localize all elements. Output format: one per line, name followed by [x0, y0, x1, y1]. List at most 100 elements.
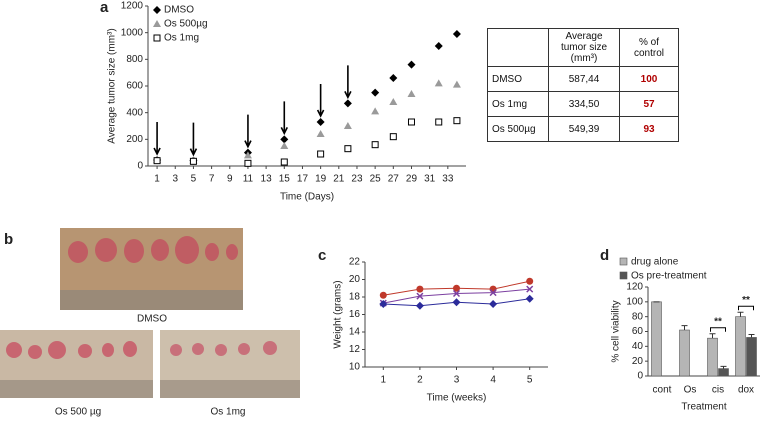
marker: [344, 145, 352, 153]
marker: [371, 141, 379, 149]
y-tick-label: 400: [126, 107, 143, 118]
y-tick-label: 1000: [121, 27, 144, 38]
significance-bracket: [738, 305, 754, 311]
table-header: Average tumor size (mm³): [548, 28, 620, 67]
marker: [489, 289, 497, 297]
marker: [453, 117, 461, 125]
marker: [407, 60, 416, 69]
y-tick-label: 14: [349, 327, 361, 338]
marker: [280, 135, 289, 144]
x-tick-label: 2: [417, 375, 423, 386]
x-tick-label: 15: [279, 174, 291, 185]
table-header: % of control: [619, 28, 679, 67]
photo-label: Os 1mg: [210, 407, 245, 418]
bar: [735, 316, 746, 377]
bar: [718, 368, 729, 377]
x-tick-label: cis: [712, 385, 724, 396]
marker: [452, 298, 461, 307]
legend-label: Os pre-treatment: [631, 271, 707, 282]
x-tick-label: 19: [315, 174, 327, 185]
bar: [679, 329, 690, 377]
marker: [389, 133, 397, 141]
y-axis-title: Average tumor size (mm³): [107, 28, 118, 143]
error-bar: [748, 333, 755, 338]
tumors: [68, 236, 238, 264]
x-tick-label: 33: [442, 174, 454, 185]
photo-label: Os 500 µg: [55, 407, 101, 418]
table-cell: 100: [619, 66, 679, 92]
marker: [434, 42, 443, 50]
legend-swatch: [619, 257, 628, 266]
significance-bracket: [710, 327, 726, 332]
y-tick-label: 200: [126, 134, 143, 145]
marker: [343, 122, 352, 129]
axis: [364, 262, 548, 368]
y-tick-label: 40: [632, 341, 644, 352]
table-cell: Os 1mg: [487, 91, 549, 117]
marker: [316, 130, 325, 137]
treatment-arrow: [316, 84, 325, 118]
x-tick-label: 5: [527, 375, 533, 386]
y-tick-label: 800: [126, 54, 143, 65]
marker: [415, 301, 424, 310]
marker: [244, 159, 252, 167]
marker: [153, 157, 161, 165]
marker: [489, 300, 498, 308]
summary-table: Average tumor size (mm³)% of control DMS…: [487, 28, 679, 142]
marker: [453, 284, 460, 292]
tumors: [170, 341, 277, 356]
y-tick-label: 18: [349, 292, 361, 303]
marker: [317, 150, 325, 158]
y-axis-title: Weight (grams): [333, 280, 344, 348]
x-tick-label: 3: [454, 375, 460, 386]
y-tick-label: 100: [626, 296, 643, 307]
y-tick-label: 0: [137, 161, 143, 172]
y-tick-label: 16: [349, 309, 361, 320]
x-tick-label: 3: [172, 174, 178, 185]
marker: [316, 118, 325, 126]
bar: [746, 337, 757, 377]
table-cell: 549,39: [548, 116, 620, 142]
marker: [389, 98, 398, 105]
ruler: [0, 380, 153, 398]
x-tick-label: 1: [154, 174, 160, 185]
treatment-arrow: [189, 122, 198, 157]
panel-letter: a: [100, 0, 109, 16]
error-bar: [720, 365, 727, 369]
table-cell: DMSO: [487, 66, 549, 92]
x-tick-label: 11: [243, 174, 254, 185]
y-tick-label: 1200: [121, 1, 144, 12]
x-tick-label: 13: [261, 174, 273, 185]
x-tick-label: 5: [191, 174, 197, 185]
marker: [435, 118, 443, 126]
x-tick-label: 4: [490, 375, 496, 386]
x-tick-label: 7: [209, 174, 215, 185]
bar: [651, 301, 662, 377]
marker: [343, 99, 352, 108]
legend-label: drug alone: [631, 257, 679, 268]
panel-letter: c: [318, 247, 326, 264]
y-tick-label: 80: [632, 311, 644, 322]
panel-letter: d: [600, 247, 609, 264]
y-tick-label: 20: [349, 274, 361, 285]
y-tick-label: 120: [626, 282, 643, 293]
x-tick-label: 17: [297, 174, 309, 185]
ruler: [60, 290, 243, 310]
table-cell: 334,50: [548, 91, 620, 117]
axis: [147, 6, 466, 167]
table-cell: 57: [619, 91, 679, 117]
legend-label: Os 500µg: [164, 19, 208, 30]
x-tick-label: 1: [381, 375, 387, 386]
marker: [280, 142, 289, 149]
marker: [379, 300, 388, 308]
marker: [153, 6, 161, 14]
x-axis-title: Treatment: [681, 402, 726, 413]
marker: [280, 158, 288, 166]
marker: [526, 277, 534, 285]
y-tick-label: 12: [349, 344, 361, 355]
x-axis-title: Time (weeks): [427, 393, 487, 404]
significance-label: **: [742, 295, 750, 306]
y-tick-label: 600: [126, 81, 143, 92]
y-tick-label: 22: [349, 257, 361, 268]
